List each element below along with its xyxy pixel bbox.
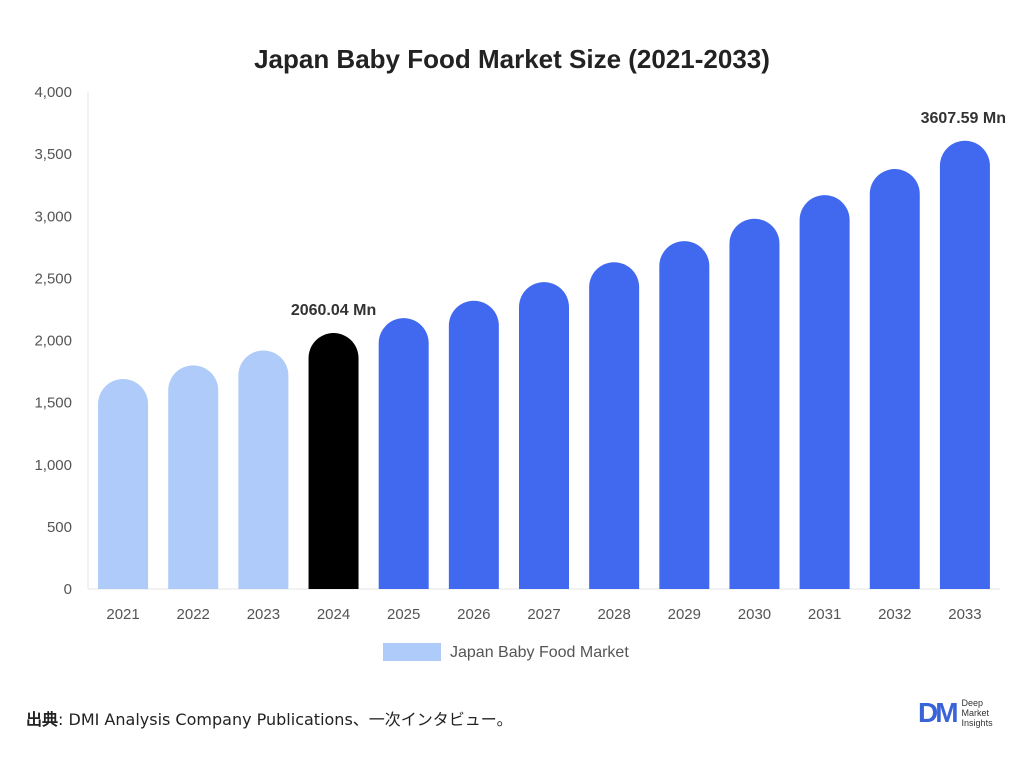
bar-2028[interactable] [589,262,640,589]
x-tick-label: 2022 [177,606,210,623]
source-prefix: 出典 [26,710,59,729]
data-label-2024: 2060.04 Mn [291,302,376,319]
x-tick-label: 2021 [106,606,139,623]
x-tick-label: 2023 [247,606,280,623]
x-axis-ticks: 2021 2022 2023 2024 2025 2026 2027 2028 2029 2030… [106,606,981,623]
bars [98,140,990,590]
y-axis-ticks: 0 500 1,000 1,500 2,000 2,500 3,000 3,500 4,000 [34,84,72,598]
bar-2031[interactable] [799,195,850,589]
logo-text: Deep Market Insights [962,698,993,728]
bar-2029[interactable] [659,241,710,589]
logo-line-1: Deep [961,698,984,708]
x-tick-label: 2029 [668,606,701,623]
x-tick-label: 2031 [808,606,841,623]
x-tick-label: 2025 [387,606,420,623]
legend-swatch [383,643,441,661]
bar-chart: Japan Baby Food Market Size (2021-2033) … [34,44,1006,661]
legend[interactable]: Japan Baby Food Market [383,643,629,661]
bar-2024[interactable] [308,333,359,589]
logo-line-3: Insights [961,718,993,728]
bar-2027[interactable] [519,282,569,589]
y-tick-label: 3,000 [34,208,72,225]
x-tick-label: 2026 [457,606,490,623]
x-tick-label: 2033 [948,606,981,623]
source-text: : DMI Analysis Company Publications、一次イン… [58,710,513,729]
data-labels: 2060.04 Mn 3607.59 Mn [291,110,1006,319]
bar-2022[interactable] [168,365,219,589]
y-tick-label: 1,500 [34,395,72,412]
bar-2026[interactable] [448,300,499,589]
bar-2032[interactable] [869,169,920,590]
x-tick-label: 2027 [527,606,560,623]
bar-2023[interactable] [238,350,289,589]
logo-mark: DM [918,697,959,728]
y-tick-label: 2,000 [34,333,72,350]
chart-title: Japan Baby Food Market Size (2021-2033) [254,44,770,74]
legend-label: Japan Baby Food Market [450,644,629,661]
source-note: 出典: DMI Analysis Company Publications、一次… [26,706,513,730]
y-tick-label: 3,500 [34,146,72,163]
bar-2021[interactable] [98,379,149,589]
bar-2025[interactable] [378,318,429,589]
company-logo: DM Deep Market Insights [918,698,993,728]
y-tick-label: 1,000 [34,457,72,474]
y-tick-label: 500 [47,519,72,536]
x-tick-label: 2024 [317,606,350,623]
bar-2033[interactable] [939,140,990,589]
data-label-2033: 3607.59 Mn [921,110,1006,127]
y-tick-label: 0 [64,581,72,598]
logo-line-2: Market [961,708,990,718]
x-tick-label: 2028 [597,606,630,623]
x-tick-label: 2032 [878,606,911,623]
x-tick-label: 2030 [738,606,771,623]
y-tick-label: 2,500 [34,270,72,287]
bar-2030[interactable] [729,218,780,590]
y-tick-label: 4,000 [34,84,72,101]
